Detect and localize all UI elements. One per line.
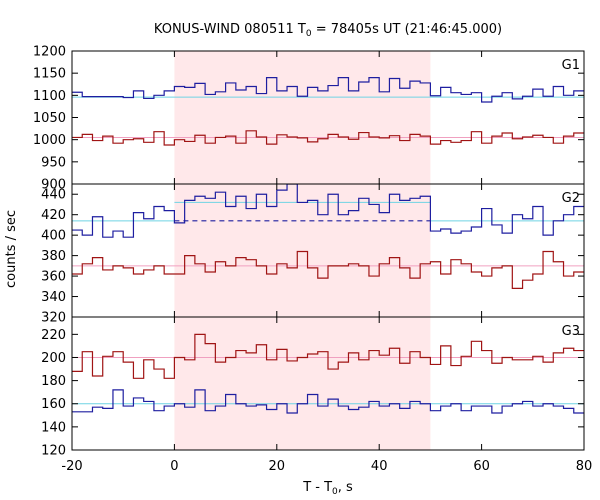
y-tick-label: 360 xyxy=(41,270,66,285)
y-tick-label: 120 xyxy=(41,444,66,459)
y-tick-label: 380 xyxy=(41,249,66,264)
panel-frame xyxy=(71,316,585,451)
y-tick-label: 440 xyxy=(41,188,66,203)
y-tick-label: 140 xyxy=(41,420,66,435)
y-tick-label: 1100 xyxy=(33,89,66,104)
y-axis-label: counts / sec xyxy=(4,210,19,288)
series-line xyxy=(72,77,584,103)
y-tick-label: 220 xyxy=(41,328,66,343)
x-tick-label: 20 xyxy=(269,459,286,474)
x-tick-label: 60 xyxy=(473,459,490,474)
y-tick-label: 180 xyxy=(41,374,66,389)
highlight-interval xyxy=(174,51,431,450)
panel-label: G2 xyxy=(562,191,580,206)
x-tick-label: -20 xyxy=(61,459,82,474)
y-tick-label: 400 xyxy=(41,229,66,244)
series-line xyxy=(72,333,584,379)
series-line xyxy=(72,250,584,289)
chart-title: KONUS-WIND 080511 T0 = 78405s UT (21:46:… xyxy=(154,22,502,39)
x-tick-label: 40 xyxy=(371,459,388,474)
y-tick-label: 1000 xyxy=(33,133,66,148)
x-tick-label: 80 xyxy=(576,459,593,474)
y-tick-label: 320 xyxy=(41,311,66,326)
x-axis-label: T - T0, s xyxy=(302,480,353,497)
y-tick-label: 340 xyxy=(41,290,66,305)
y-tick-label: 900 xyxy=(41,178,66,193)
series-line xyxy=(72,389,584,414)
x-tick-label: 0 xyxy=(170,459,178,474)
y-tick-label: 950 xyxy=(41,155,66,170)
series-line xyxy=(72,184,584,238)
panel-label: G1 xyxy=(562,58,580,73)
panel-label: G3 xyxy=(562,324,580,339)
y-tick-label: 1150 xyxy=(33,67,66,82)
y-tick-label: 420 xyxy=(41,208,66,223)
y-tick-label: 200 xyxy=(41,351,66,366)
y-tick-label: 1200 xyxy=(33,45,66,60)
series-line xyxy=(72,130,584,146)
y-tick-label: 160 xyxy=(41,397,66,412)
y-tick-label: 1050 xyxy=(33,111,66,126)
